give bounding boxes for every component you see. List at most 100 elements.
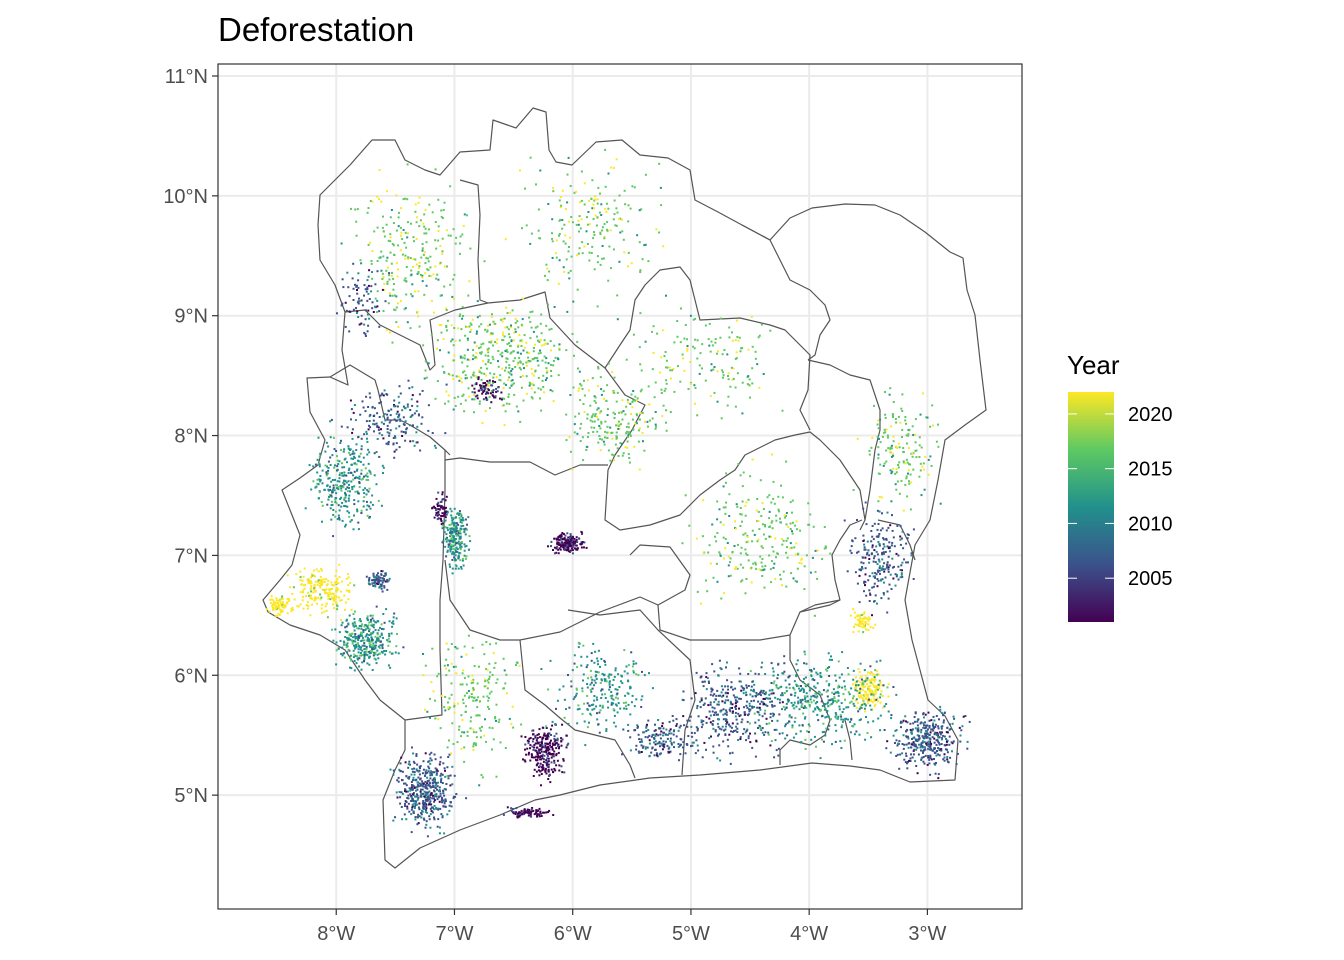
- deforestation-pixel: [324, 590, 326, 593]
- deforestation-pixel: [886, 611, 889, 614]
- deforestation-pixel: [881, 558, 884, 561]
- deforestation-pixel: [471, 398, 474, 401]
- deforestation-pixel: [280, 611, 283, 614]
- deforestation-pixel: [772, 566, 775, 569]
- deforestation-pixel: [873, 680, 876, 683]
- deforestation-pixel: [739, 563, 742, 566]
- deforestation-pixel: [786, 537, 789, 540]
- deforestation-pixel: [457, 375, 460, 378]
- deforestation-pixel: [376, 649, 379, 652]
- deforestation-pixel: [905, 755, 908, 757]
- deforestation-pixel: [874, 669, 877, 672]
- deforestation-pixel: [507, 379, 510, 381]
- deforestation-pixel: [767, 697, 770, 700]
- deforestation-pixel: [544, 770, 547, 773]
- deforestation-pixel: [868, 698, 870, 701]
- deforestation-pixel: [615, 400, 618, 403]
- deforestation-pixel: [355, 220, 358, 223]
- deforestation-pixel: [577, 223, 580, 226]
- deforestation-pixel: [888, 564, 891, 567]
- deforestation-pixel: [370, 260, 373, 262]
- deforestation-pixel: [439, 349, 441, 352]
- deforestation-pixel: [382, 613, 385, 615]
- deforestation-pixel: [520, 809, 523, 812]
- deforestation-pixel: [376, 290, 379, 293]
- deforestation-pixel: [627, 220, 630, 223]
- deforestation-pixel: [529, 337, 532, 340]
- deforestation-pixel: [353, 456, 356, 459]
- deforestation-pixel: [340, 242, 343, 245]
- deforestation-pixel: [665, 421, 667, 424]
- deforestation-pixel: [605, 210, 608, 213]
- deforestation-pixel: [356, 490, 359, 493]
- deforestation-pixel: [527, 753, 530, 756]
- deforestation-pixel: [570, 543, 573, 545]
- deforestation-pixel: [449, 234, 452, 237]
- deforestation-pixel: [860, 695, 862, 698]
- deforestation-pixel: [565, 746, 568, 749]
- deforestation-pixel: [579, 440, 582, 442]
- deforestation-pixel: [442, 338, 445, 341]
- deforestation-pixel: [397, 652, 400, 655]
- deforestation-pixel: [365, 493, 368, 496]
- deforestation-pixel: [476, 376, 479, 379]
- deforestation-pixel: [804, 653, 807, 656]
- deforestation-pixel: [551, 746, 553, 748]
- deforestation-pixel: [301, 599, 304, 602]
- deforestation-pixel: [502, 331, 505, 334]
- deforestation-pixel: [445, 783, 448, 785]
- deforestation-pixel: [877, 523, 880, 525]
- deforestation-pixel: [363, 652, 366, 654]
- deforestation-pixel: [303, 587, 306, 590]
- deforestation-pixel: [319, 479, 322, 482]
- deforestation-pixel: [457, 567, 460, 570]
- deforestation-pixel: [752, 562, 755, 565]
- deforestation-pixel: [448, 374, 451, 376]
- deforestation-pixel: [411, 806, 414, 809]
- deforestation-pixel: [327, 477, 330, 480]
- deforestation-pixel: [501, 318, 504, 320]
- deforestation-pixel: [469, 540, 472, 543]
- deforestation-pixel: [734, 708, 737, 710]
- deforestation-pixel: [812, 678, 814, 681]
- deforestation-pixel: [453, 538, 456, 541]
- deforestation-pixel: [837, 694, 840, 697]
- deforestation-pixel: [441, 237, 444, 240]
- deforestation-pixel: [468, 359, 471, 361]
- deforestation-pixel: [516, 812, 519, 815]
- deforestation-pixel: [320, 567, 323, 570]
- deforestation-pixel: [775, 556, 777, 559]
- deforestation-pixel: [961, 725, 964, 728]
- deforestation-pixel: [855, 676, 857, 679]
- deforestation-pixel: [736, 727, 739, 730]
- deforestation-pixel: [542, 760, 545, 763]
- deforestation-pixel: [533, 813, 536, 816]
- deforestation-pixel: [881, 527, 884, 530]
- deforestation-pixel: [365, 500, 368, 503]
- deforestation-pixel: [562, 758, 565, 761]
- deforestation-pixel: [870, 678, 873, 681]
- deforestation-pixel: [488, 396, 491, 398]
- deforestation-pixel: [928, 719, 931, 722]
- deforestation-pixel: [606, 436, 609, 439]
- deforestation-pixel: [861, 626, 864, 629]
- deforestation-pixel: [588, 259, 591, 262]
- deforestation-pixel: [392, 283, 395, 285]
- deforestation-pixel: [937, 777, 940, 780]
- deforestation-pixel: [727, 745, 730, 748]
- deforestation-pixel: [519, 376, 522, 378]
- deforestation-pixel: [470, 376, 473, 379]
- deforestation-pixel: [517, 410, 520, 413]
- deforestation-pixel: [449, 529, 452, 532]
- deforestation-pixel: [536, 325, 539, 328]
- deforestation-pixel: [378, 579, 381, 582]
- deforestation-pixel: [606, 425, 609, 428]
- deforestation-pixel: [555, 547, 558, 550]
- deforestation-pixel: [523, 367, 525, 370]
- deforestation-pixel: [407, 797, 410, 800]
- deforestation-pixel: [835, 691, 838, 694]
- deforestation-pixel: [631, 406, 634, 409]
- deforestation-pixel: [565, 539, 568, 542]
- deforestation-pixel: [819, 672, 822, 674]
- deforestation-pixel: [419, 777, 422, 780]
